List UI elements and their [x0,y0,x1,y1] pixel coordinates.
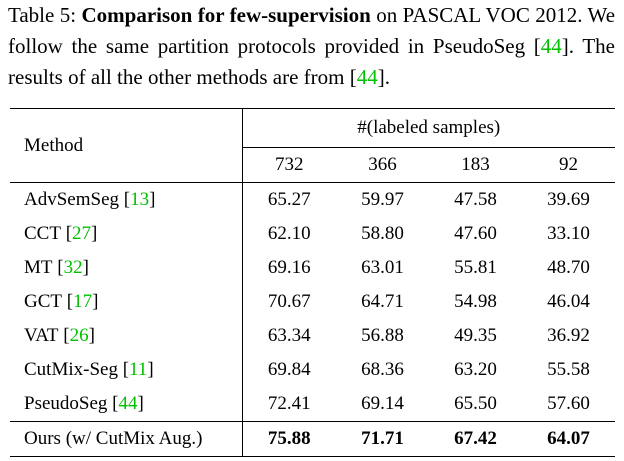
method-cell: GCT [17] [10,285,243,319]
value-cell: 69.16 [267,257,311,278]
method-cell: Ours (w/ CutMix Aug.) [10,421,243,457]
value-cell: 69.84 [267,359,311,380]
table-row: MT [32] 69.16 63.01 55.81 48.70 [10,251,615,285]
table-row: VAT [26] 63.34 56.88 49.35 36.92 [10,319,615,353]
method-name: VAT [24,325,59,346]
subheader-row: 732 366 183 92 [10,147,615,183]
value-cell: 59.97 [336,182,430,217]
value-cell: 47.58 [429,182,522,217]
value-cell: 62.10 [267,223,311,244]
value-cell: 33.10 [547,223,590,244]
caption-text: on PASCAL VOC 2012. We follow the same p… [8,3,616,58]
method-cell: CCT [27] [10,217,243,251]
value-cell: 72.41 [267,393,311,414]
results-table: Method #(labeled samples) 732 366 183 92 AdvSe… [10,108,615,457]
caption-label: Table 5: [8,3,77,27]
value-cell: 68.36 [361,359,404,380]
value-cell: 47.60 [454,223,497,244]
method-cell: VAT [26] [10,319,243,353]
method-name: PseudoSeg [24,393,108,414]
value-cell: 46.04 [547,291,590,312]
value-cell: 54.98 [454,291,497,312]
value-cell: 63.01 [361,257,404,278]
value-cell: 56.88 [361,325,404,346]
value-cell: 65.27 [242,182,337,217]
value-cell: 65.50 [454,393,497,414]
value-cell: 49.35 [454,325,497,346]
column-header: 183 [429,147,522,183]
header-row: Method #(labeled samples) [10,108,615,183]
value-cell: 64.71 [361,291,404,312]
method-name: AdvSemSeg [24,189,119,210]
method-header: Method [10,108,243,183]
value-cell: 57.60 [547,393,590,414]
citation: 32 [63,257,83,278]
value-cell: 58.80 [361,223,404,244]
table-row: PseudoSeg [44] 72.41 69.14 65.50 57.60 [10,387,615,422]
value-cell: 70.67 [267,291,311,312]
column-header: 366 [336,147,430,183]
citation: 44 [540,34,562,58]
value-cell: 71.71 [336,421,430,457]
citation: 13 [130,189,150,210]
method-cell: CutMix-Seg [11] [10,353,243,387]
method-cell: AdvSemSeg [13] [10,182,243,217]
table-body: Method #(labeled samples) 732 366 183 92 AdvSe… [10,108,615,457]
value-cell: 67.42 [429,421,522,457]
method-cell: MT [32] [10,251,243,285]
column-header: 92 [522,147,615,183]
method-cell: PseudoSeg [44] [10,387,243,422]
method-name: MT [24,257,53,278]
method-name: GCT [24,291,62,312]
value-cell: 55.81 [454,257,497,278]
caption-text: ]. [377,65,390,89]
value-cell: 63.20 [454,359,497,380]
group-header: #(labeled samples) [242,108,615,148]
table-row: CutMix-Seg [11] 69.84 68.36 63.20 55.58 [10,353,615,387]
value-cell: 64.07 [522,421,615,457]
column-header: 732 [242,147,337,183]
table-row: GCT [17] 70.67 64.71 54.98 46.04 [10,285,615,319]
ours-row: Ours (w/ CutMix Aug.) 75.88 71.71 67.42 64.0… [10,421,615,457]
table-row: AdvSemSeg [13] 65.27 59.97 47.58 39.69 [10,182,615,217]
value-cell: 69.14 [361,393,404,414]
value-cell: 55.58 [547,359,590,380]
citation: 44 [356,65,378,89]
value-cell: 63.34 [267,325,311,346]
method-name: CutMix-Seg [24,359,118,380]
citation: 44 [118,393,138,414]
citation: 26 [69,325,89,346]
value-cell: 75.88 [242,421,337,457]
citation: 27 [72,223,92,244]
caption-title: Comparison for few-supervision [81,3,371,27]
table-row: CCT [27] 62.10 58.80 47.60 33.10 [10,217,615,251]
method-name: CCT [24,223,61,244]
citation: 11 [129,359,148,380]
caption: Table 5: Comparison for few-supervision … [8,0,615,93]
value-cell: 39.69 [522,182,615,217]
value-cell: 48.70 [547,257,590,278]
citation: 17 [73,291,93,312]
value-cell: 36.92 [547,325,590,346]
caption-text: ]. The results of all the other methods … [8,34,616,89]
